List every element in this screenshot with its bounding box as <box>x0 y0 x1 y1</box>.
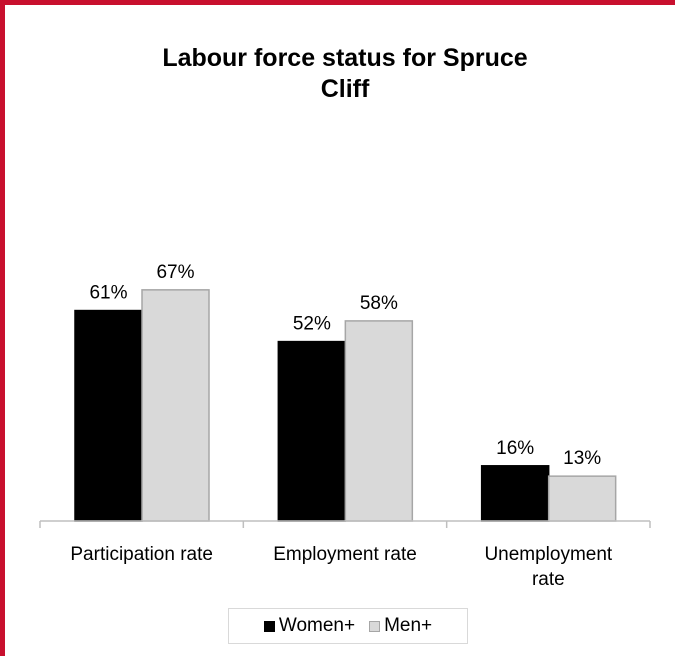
x-axis <box>39 520 651 528</box>
chart-title-line-2: Cliff <box>320 75 370 103</box>
bar-men-0 <box>141 289 210 522</box>
legend-swatch-women <box>263 620 275 632</box>
category-label: Participation rate <box>70 544 213 565</box>
data-label: 58% <box>360 293 398 314</box>
legend-label-men: Men+ <box>384 615 433 636</box>
bars-group <box>74 289 617 522</box>
data-label: 16% <box>496 438 534 459</box>
data-label: 61% <box>89 283 127 304</box>
category-label: Unemployment rate <box>484 544 612 590</box>
legend-item-women: Women+ <box>263 615 356 637</box>
chart-title-line-1: Labour force status for Spruce <box>162 44 528 72</box>
data-label: 52% <box>293 314 331 335</box>
category-labels-group: Participation rate Employment rate Unemplo… <box>70 544 613 590</box>
bar-women-2 <box>480 465 550 522</box>
chart-legend: Women+ Men+ <box>228 608 468 644</box>
chart-title: Labour force status for Spruce Cliff <box>65 43 625 105</box>
legend-item-men: Men+ <box>369 615 432 637</box>
bar-men-2 <box>547 475 617 522</box>
data-label: 13% <box>563 448 601 469</box>
bar-men-1 <box>344 320 414 522</box>
bar-women-1 <box>277 340 347 522</box>
data-labels-group: 61% 67% 52% 58% 16% 13% <box>89 262 601 469</box>
legend-swatch-men <box>369 620 381 632</box>
bar-women-0 <box>74 309 143 522</box>
legend-label-women: Women+ <box>278 615 356 636</box>
data-label: 67% <box>156 262 194 283</box>
category-label: Employment rate <box>273 544 417 565</box>
